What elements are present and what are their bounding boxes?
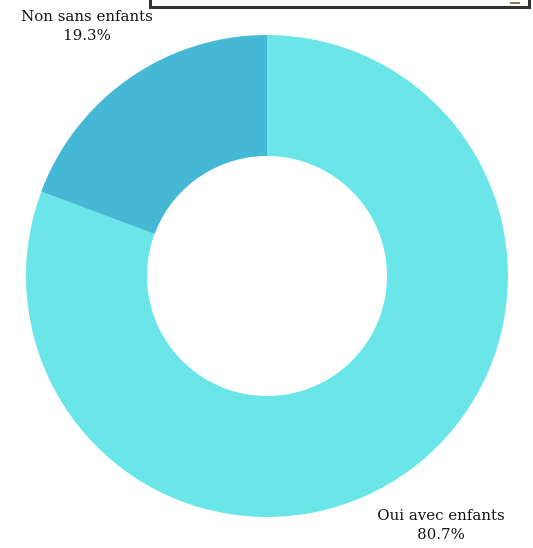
slice-non-sans-enfants <box>41 35 268 234</box>
top-frame-box <box>149 0 531 9</box>
top-frame-mark <box>510 2 520 4</box>
slice-percent-oui-avec-enfants: 80.7% <box>417 525 465 543</box>
slice-label-non-sans-enfants: Non sans enfants <box>21 7 153 25</box>
donut-slices <box>26 35 509 517</box>
slice-oui-avec-enfants <box>26 35 509 517</box>
slice-percent-non-sans-enfants: 19.3% <box>63 26 111 44</box>
slice-label-oui-avec-enfants: Oui avec enfants <box>377 506 504 524</box>
